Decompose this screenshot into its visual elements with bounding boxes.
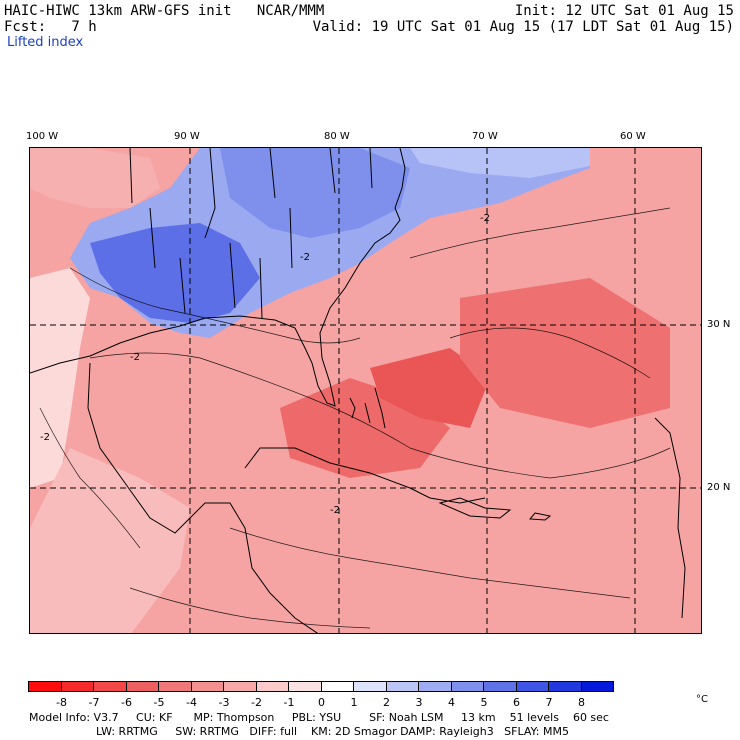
lon-label-100w: 100 W <box>26 131 59 142</box>
cool-region-carolinas <box>220 148 410 238</box>
lat-label-20n: 20 N <box>707 482 731 493</box>
field-name: Lifted index <box>7 35 84 50</box>
colorbar-tick-label: 5 <box>480 696 488 709</box>
colorbar-tick-label: 8 <box>578 696 585 709</box>
contour-label: -2 <box>130 352 140 363</box>
colorbar-tick-label: 1 <box>350 696 358 709</box>
lon-label-60w: 60 W <box>620 131 646 142</box>
lon-label-70w: 70 W <box>472 131 498 142</box>
grid-lines <box>30 148 701 633</box>
colorbar-swatch <box>158 681 192 692</box>
colorbar-tick-label: 3 <box>415 696 423 709</box>
light-region-southwest <box>30 448 190 633</box>
colorbar-swatch <box>515 681 549 692</box>
colorbar-tick-label: -4 <box>186 696 197 709</box>
colorbar-swatch <box>418 681 452 692</box>
colorbar-swatch <box>255 681 289 692</box>
colorbar-swatch <box>28 681 62 692</box>
cool-region-core <box>90 223 260 323</box>
colorbar-tick-label: -3 <box>218 696 230 709</box>
lifted-index-map: -2 -2 -2 -2 -2 <box>29 147 702 634</box>
colorbar-swatch <box>288 681 322 692</box>
colorbar-swatch <box>125 681 159 692</box>
lat-label-30n: 30 N <box>707 319 731 330</box>
colorbar-tick-label: 7 <box>545 696 553 709</box>
colorbar-tick-label: 4 <box>448 696 455 709</box>
light-region-west <box>30 268 90 488</box>
colorbar-swatch <box>223 681 257 692</box>
contour-label: -2 <box>300 252 310 263</box>
contours <box>39 207 671 629</box>
warm-region-atlantic <box>460 278 670 428</box>
warm-region-bahamas <box>370 348 490 428</box>
contour-value-labels: -2 -2 -2 -2 -2 <box>40 213 490 516</box>
colorbar-swatch <box>548 681 582 692</box>
pale-region-northwest <box>30 148 160 208</box>
model-info-line2: LW: RRTMG SW: RRTMG DIFF: full KM: 2D Sm… <box>96 725 569 738</box>
lon-label-90w: 90 W <box>174 131 200 142</box>
colorbar-tick-label: -7 <box>88 696 100 709</box>
colorbar-swatch <box>190 681 224 692</box>
contour-label: -2 <box>480 213 490 224</box>
colorbar-tick-label: 2 <box>383 696 390 709</box>
colorbar-swatch <box>353 681 387 692</box>
colorbar-unit: °C <box>696 694 708 705</box>
colorbar-tick-label: -6 <box>121 696 132 709</box>
map-canvas: -2 -2 -2 -2 -2 <box>30 148 701 633</box>
colorbar-swatch <box>450 681 484 692</box>
header-valid-time: Valid: 19 UTC Sat 01 Aug 15 (17 LDT Sat … <box>312 19 734 35</box>
colorbar-swatch <box>60 681 94 692</box>
colorbar-tick-label: -8 <box>56 696 67 709</box>
header-title-line: HAIC-HIWC 13km ARW-GFS init NCAR/MMM <box>4 3 325 19</box>
coastlines <box>30 148 686 633</box>
colorbar-swatch <box>483 681 517 692</box>
model-info-line1: Model Info: V3.7 CU: KF MP: Thompson PBL… <box>29 711 609 724</box>
header-forecast-hour: Fcst: 7 h <box>4 19 97 35</box>
contour-label: -2 <box>40 432 50 443</box>
colorbar-swatch <box>320 681 354 692</box>
cool-region-canada <box>410 148 590 178</box>
colorbar-tick-label: 6 <box>513 696 520 709</box>
colorbar-tick-label: -5 <box>153 696 165 709</box>
colorbar <box>28 681 614 692</box>
colorbar-tick-label: -1 <box>283 696 295 709</box>
lon-label-80w: 80 W <box>324 131 350 142</box>
contour-label: -2 <box>330 505 340 516</box>
colorbar-swatch <box>385 681 419 692</box>
colorbar-tick-label: -2 <box>251 696 262 709</box>
colorbar-tick-label: 0 <box>318 696 325 709</box>
colorbar-swatch <box>93 681 127 692</box>
colorbar-swatch <box>580 681 614 692</box>
header-init-time: Init: 12 UTC Sat 01 Aug 15 <box>514 3 734 19</box>
